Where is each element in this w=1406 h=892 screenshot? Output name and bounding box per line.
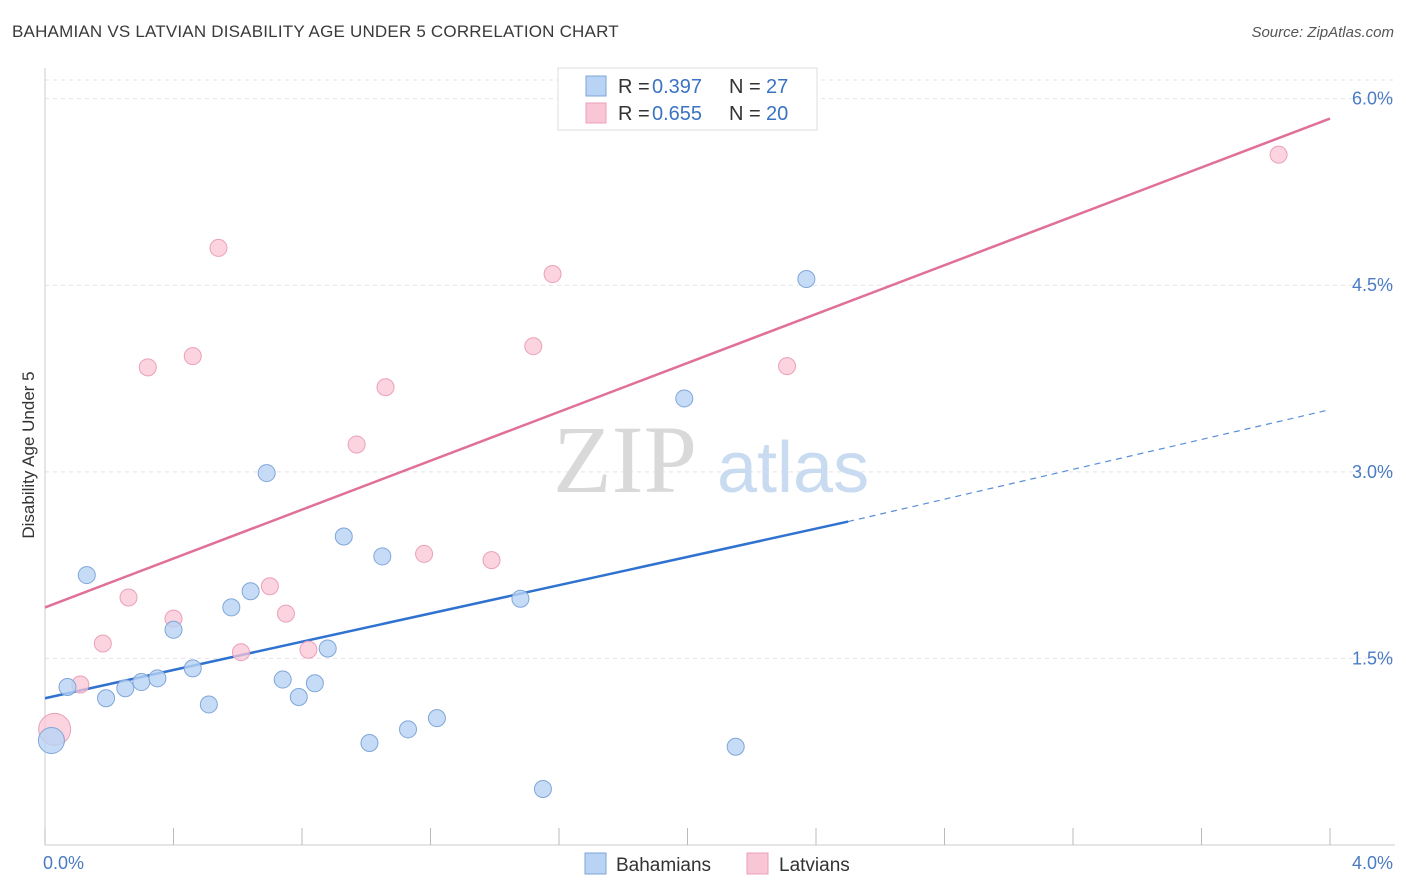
point-bahamians-9	[199, 695, 218, 714]
point-bahamians-14	[289, 687, 308, 706]
point-bahamians-24	[675, 389, 694, 408]
point-bahamians-8	[183, 659, 202, 678]
trend-lines	[44, 117, 1331, 700]
legend-swatch-bahamians	[585, 75, 607, 97]
x-tick-label-start: 0.0%	[43, 853, 84, 873]
tick-labels: 1.5% 3.0% 4.5% 6.0% 0.0% 4.0%	[43, 89, 1393, 873]
legend-stats: R = 0.397 N = 27 R = 0.655 N = 20	[557, 67, 818, 131]
legend-series-swatch-latvians	[746, 852, 769, 875]
point-bahamians-6	[148, 669, 167, 688]
trend-line-bahamians-extension	[847, 409, 1331, 523]
axes	[44, 68, 1395, 846]
point-bahamians-7	[164, 620, 183, 639]
point-latvians-14	[415, 544, 434, 563]
point-latvians-13	[376, 378, 395, 397]
legend-n-label-latvians: N =	[729, 103, 761, 125]
point-bahamians-26	[797, 270, 816, 289]
point-latvians-3	[119, 588, 138, 607]
point-bahamians-23	[533, 780, 552, 799]
point-bahamians-12	[257, 464, 276, 483]
point-bahamians-15	[305, 674, 324, 693]
point-latvians-4	[138, 358, 157, 377]
legend-r-value-bahamians: 0.397	[652, 76, 702, 98]
legend-series: Bahamians Latvians	[584, 852, 850, 876]
point-latvians-12	[347, 435, 366, 454]
point-bahamians-16	[318, 639, 337, 658]
point-bahamians-13	[273, 670, 292, 689]
grid	[45, 79, 1395, 659]
point-latvians-18	[778, 357, 797, 376]
y-tick-label-1: 3.0%	[1352, 462, 1393, 482]
point-bahamians-18	[360, 734, 379, 752]
chart-title: BAHAMIAN VS LATVIAN DISABILITY AGE UNDER…	[12, 22, 619, 41]
point-bahamians-22	[511, 589, 530, 608]
legend-r-label-latvians: R =	[618, 103, 650, 125]
legend-swatch-latvians	[585, 102, 607, 124]
point-latvians-8	[231, 643, 250, 662]
legend-r-label-bahamians: R =	[618, 76, 650, 98]
trend-line-latvians	[44, 117, 1331, 609]
point-bahamians-17	[334, 527, 353, 546]
point-bahamians-4	[116, 679, 135, 698]
y-tick-label-2: 4.5%	[1352, 275, 1393, 295]
point-bahamians-11	[241, 582, 260, 601]
legend-r-value-latvians: 0.655	[652, 103, 702, 125]
y-tick-label-3: 6.0%	[1352, 89, 1393, 109]
point-bahamians-10	[222, 598, 241, 617]
point-bahamians-5	[132, 673, 151, 692]
point-latvians-10	[276, 604, 295, 623]
watermark: ZIP atlas	[553, 406, 869, 513]
point-latvians-6	[183, 347, 202, 366]
point-bahamians-20	[399, 720, 418, 739]
point-latvians-9	[260, 577, 279, 596]
trend-line-bahamians	[44, 520, 849, 700]
x-tick-label-end: 4.0%	[1352, 853, 1393, 873]
legend-series-label-latvians: Latvians	[779, 855, 850, 876]
point-latvians-11	[299, 640, 318, 659]
data-points	[37, 145, 1288, 799]
point-latvians-2	[93, 634, 112, 653]
legend-series-swatch-bahamians	[584, 852, 607, 875]
point-latvians-17	[543, 265, 562, 284]
point-bahamians-19	[373, 547, 392, 566]
watermark-zip: ZIP	[553, 406, 697, 513]
legend-n-label-bahamians: N =	[729, 76, 761, 98]
point-bahamians-0	[37, 727, 65, 755]
watermark-atlas: atlas	[717, 428, 869, 508]
point-latvians-19	[1269, 145, 1288, 164]
legend-n-value-latvians: 20	[766, 103, 788, 125]
point-bahamians-1	[58, 678, 77, 697]
point-bahamians-21	[427, 709, 446, 728]
source-credit: Source: ZipAtlas.com	[1251, 24, 1394, 41]
point-bahamians-25	[726, 737, 745, 756]
point-latvians-15	[482, 551, 501, 570]
point-latvians-7	[209, 238, 228, 257]
point-bahamians-3	[97, 689, 116, 708]
legend-series-label-bahamians: Bahamians	[616, 855, 711, 876]
legend-n-value-bahamians: 27	[766, 76, 788, 98]
point-bahamians-2	[77, 566, 96, 585]
point-latvians-16	[524, 337, 543, 356]
y-axis-title: Disability Age Under 5	[19, 371, 38, 538]
y-tick-label-0: 1.5%	[1352, 648, 1393, 668]
